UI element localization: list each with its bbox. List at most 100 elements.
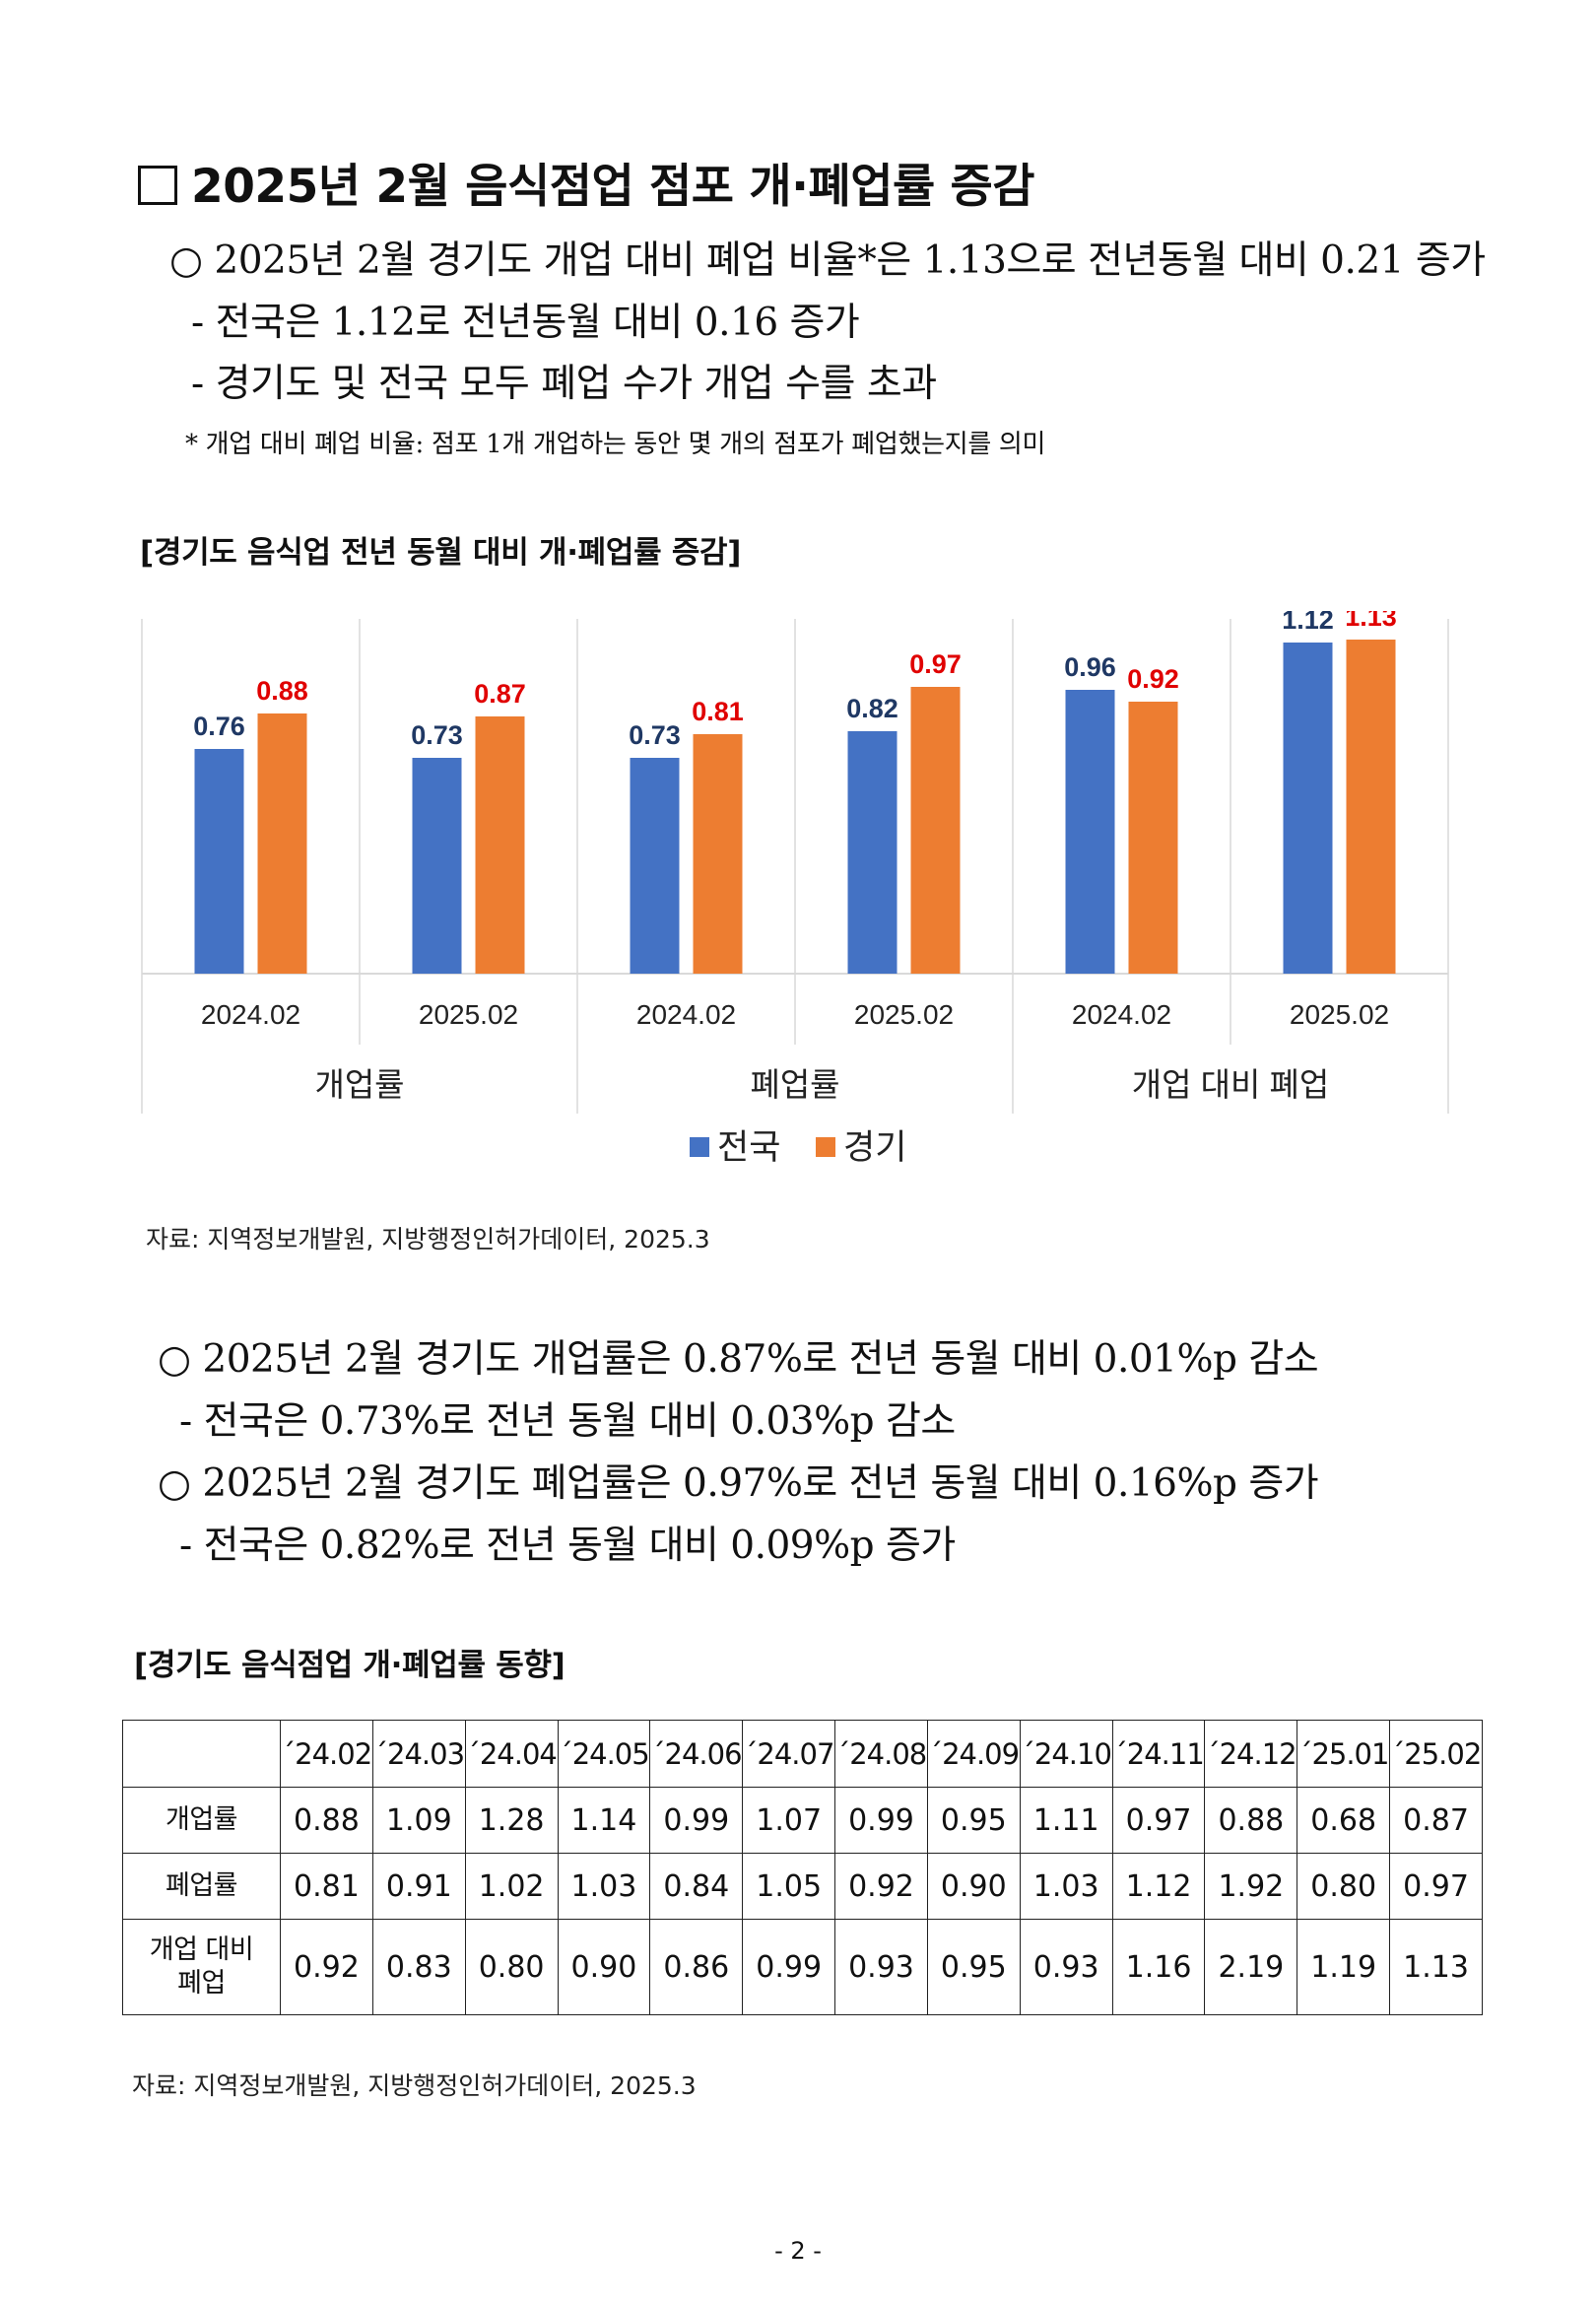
table-row: 개업률 0.88 1.09 1.28 1.14 0.99 1.07 0.99 0… (122, 1787, 1483, 1854)
table-cell: 1.09 (371, 1787, 466, 1854)
data-label: 0.73 (629, 720, 681, 750)
table-cell: 1.11 (1019, 1787, 1113, 1854)
table-cell: 0.88 (1204, 1787, 1298, 1854)
data-label: 0.76 (193, 712, 245, 741)
table-caption: [경기도 음식점업 개·폐업률 동향] (134, 1648, 565, 1683)
data-label: 0.88 (256, 676, 308, 706)
bar-경기 (1346, 640, 1396, 974)
col-header: ´24.03 (371, 1720, 466, 1788)
table-cell: 0.87 (1389, 1787, 1483, 1854)
data-label: 0.81 (692, 697, 744, 726)
category-tick-label: 2024.02 (1072, 999, 1171, 1030)
col-header: ´24.05 (557, 1720, 651, 1788)
table-corner-cell (122, 1720, 281, 1788)
data-label: 1.13 (1345, 611, 1397, 632)
table-cell: 0.97 (1111, 1787, 1206, 1854)
bar-chart: 0.76 0.88 2024.02 0.73 0.87 2025.02 0.73 0.81 20… (141, 611, 1449, 1167)
table-cell: 0.81 (280, 1853, 373, 1920)
body-dash-1: - 전국은 0.73%로 전년 동월 대비 0.03%p 감소 (179, 1399, 956, 1444)
body-bullet-1: ○ 2025년 2월 경기도 개업률은 0.87%로 전년 동월 대비 0.01… (158, 1337, 1319, 1382)
bar-경기 (1128, 702, 1178, 974)
table-cell: 0.95 (926, 1787, 1021, 1854)
bar-전국 (1283, 643, 1333, 974)
col-header: ´24.08 (834, 1720, 928, 1788)
table-cell: 1.07 (742, 1787, 836, 1854)
group-label: 폐업률 (750, 1066, 839, 1103)
data-label: 0.82 (846, 694, 898, 723)
table-cell: 0.90 (926, 1853, 1021, 1920)
table-cell: 1.92 (1204, 1853, 1298, 1920)
table-cell: 2.19 (1204, 1919, 1298, 2015)
category-tick-label: 2025.02 (419, 999, 518, 1030)
chart-source: 자료: 지역정보개발원, 지방행정인허가데이터, 2025.3 (146, 1225, 710, 1254)
table-cell: 1.14 (557, 1787, 651, 1854)
row-header: 개업 대비 폐업 (122, 1919, 281, 2015)
col-header: ´24.11 (1111, 1720, 1206, 1788)
intro-note: * 개업 대비 폐업 비율: 점포 1개 개업하는 동안 몇 개의 점포가 폐업… (185, 430, 1046, 459)
trend-table: ´24.02 ´24.03 ´24.04 ´24.05 ´24.06 ´24.0… (122, 1720, 1483, 2015)
table-cell: 1.02 (464, 1853, 559, 1920)
intro-dash-1: - 전국은 1.12로 전년동월 대비 0.16 증가 (191, 301, 860, 345)
category-tick-label: 2025.02 (854, 999, 954, 1030)
table-source: 자료: 지역정보개발원, 지방행정인허가데이터, 2025.3 (132, 2071, 697, 2100)
col-header: ´24.12 (1204, 1720, 1298, 1788)
table-cell: 0.92 (834, 1853, 928, 1920)
data-label: 0.87 (474, 679, 526, 709)
col-header: ´24.04 (464, 1720, 559, 1788)
table-cell: 0.68 (1297, 1787, 1391, 1854)
table-cell: 0.83 (371, 1919, 466, 2015)
table-cell: 0.90 (557, 1919, 651, 2015)
bar-전국 (847, 731, 898, 974)
bar-경기 (257, 713, 307, 974)
row-header: 개업률 (122, 1787, 281, 1854)
row-header-line: 개업 대비 (149, 1934, 254, 1965)
group-label: 개업 대비 폐업 (1132, 1066, 1330, 1103)
table-cell: 1.19 (1297, 1919, 1391, 2015)
page-number: - 2 - (774, 2237, 822, 2265)
table-cell: 0.80 (464, 1919, 559, 2015)
bar-전국 (412, 758, 462, 974)
table-cell: 0.80 (1297, 1853, 1391, 1920)
body-dash-2: - 전국은 0.82%로 전년 동월 대비 0.09%p 증가 (179, 1524, 956, 1568)
bar-전국 (1065, 690, 1115, 974)
chart-caption: [경기도 음식업 전년 동월 대비 개·폐업률 증감] (140, 535, 742, 571)
col-header: ´25.01 (1297, 1720, 1391, 1788)
table-cell: 0.92 (280, 1919, 373, 2015)
intro-dash-2: - 경기도 및 전국 모두 폐업 수가 개업 수를 초과 (191, 362, 937, 406)
col-header: ´24.06 (649, 1720, 744, 1788)
table-row: 폐업률 0.81 0.91 1.02 1.03 0.84 1.05 0.92 0… (122, 1853, 1483, 1920)
table-cell: 0.93 (1019, 1919, 1113, 2015)
table-cell: 0.99 (834, 1787, 928, 1854)
table-cell: 0.93 (834, 1919, 928, 2015)
legend-label: 전국 (717, 1128, 780, 1167)
col-header: ´24.10 (1019, 1720, 1113, 1788)
table-cell: 1.13 (1389, 1919, 1483, 2015)
table-row: 개업 대비 폐업 0.92 0.83 0.80 0.90 0.86 0.99 0.… (122, 1919, 1483, 2015)
group-label: 개업률 (314, 1066, 404, 1103)
legend-swatch-전국 (690, 1137, 709, 1157)
category-tick-label: 2024.02 (636, 999, 736, 1030)
table-cell: 1.12 (1111, 1853, 1206, 1920)
table-cell: 0.99 (742, 1919, 836, 2015)
bar-전국 (194, 749, 244, 974)
table-cell: 0.99 (649, 1787, 744, 1854)
legend-label: 경기 (843, 1128, 906, 1167)
data-label: 1.12 (1282, 611, 1334, 635)
table-cell: 1.05 (742, 1853, 836, 1920)
table-cell: 1.28 (464, 1787, 559, 1854)
row-header: 폐업률 (122, 1853, 281, 1920)
page-heading: 2025년 2월 음식점업 점포 개·폐업률 증감 (138, 148, 1035, 216)
table-cell: 0.97 (1389, 1853, 1483, 1920)
table-cell: 0.91 (371, 1853, 466, 1920)
table-cell: 0.95 (926, 1919, 1021, 2015)
row-header-line: 폐업 (177, 1968, 226, 1999)
category-tick-label: 2025.02 (1290, 999, 1389, 1030)
table-cell: 0.86 (649, 1919, 744, 2015)
bar-경기 (910, 687, 961, 974)
legend-swatch-경기 (816, 1137, 835, 1157)
body-bullet-2: ○ 2025년 2월 경기도 폐업률은 0.97%로 전년 동월 대비 0.16… (158, 1461, 1319, 1506)
table-cell: 1.16 (1111, 1919, 1206, 2015)
col-header: ´24.07 (742, 1720, 836, 1788)
table-header-row: ´24.02 ´24.03 ´24.04 ´24.05 ´24.06 ´24.0… (122, 1720, 1483, 1788)
data-label: 0.73 (411, 720, 463, 750)
